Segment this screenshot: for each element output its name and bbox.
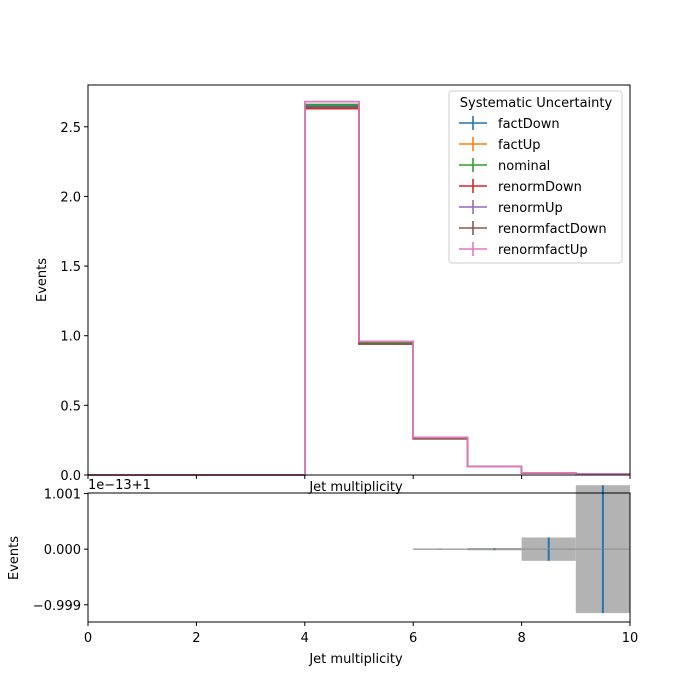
ratio-y-tick-label: 1.001 bbox=[44, 488, 81, 503]
main-y-tick-label: 1.0 bbox=[60, 330, 81, 345]
ratio-x-ticks: 0 2 4 6 8 10 bbox=[84, 622, 638, 646]
ratio-x-tick-label: 2 bbox=[192, 631, 200, 646]
main-y-axis-label: Events bbox=[35, 258, 50, 302]
ratio-bands bbox=[413, 485, 630, 614]
main-y-tick-label: 0.5 bbox=[60, 399, 81, 414]
legend-label-renormUp: renormUp bbox=[498, 201, 563, 216]
legend-label-renormfactDown: renormfactDown bbox=[498, 222, 607, 237]
main-y-tick-label: 1.5 bbox=[60, 260, 81, 275]
legend-label-factUp: factUp bbox=[498, 138, 541, 153]
ratio-x-axis-label: Jet multiplicity bbox=[308, 652, 403, 667]
ratio-axes-frame bbox=[87, 492, 631, 623]
ratio-x-tick-label: 4 bbox=[301, 631, 309, 646]
legend-label-nominal: nominal bbox=[498, 159, 550, 174]
main-y-tick-label: 0.0 bbox=[60, 469, 81, 484]
legend-title: Systematic Uncertainty bbox=[460, 96, 613, 111]
ratio-x-tick-label: 0 bbox=[84, 631, 92, 646]
main-y-tick-label: 2.0 bbox=[60, 190, 81, 205]
legend-box bbox=[448, 90, 623, 264]
main-x-axis-label: Jet multiplicity bbox=[308, 480, 403, 495]
ratio-x-tick-label: 8 bbox=[517, 631, 525, 646]
main-plot: 0.0 0.5 1.0 1.5 2.0 2.5 Events Jet multiplici… bbox=[35, 84, 631, 495]
main-y-tick-label: 2.5 bbox=[60, 121, 81, 136]
ratio-x-tick-label: 6 bbox=[409, 631, 417, 646]
main-axes-frame bbox=[87, 84, 631, 476]
legend: Systematic Uncertainty factDown factUp nom… bbox=[448, 90, 623, 264]
legend-label-renormDown: renormDown bbox=[498, 180, 582, 195]
ratio-y-ticks: 1.001 0.000 −0.999 bbox=[33, 488, 88, 614]
legend-label-renormfactUp: renormfactUp bbox=[498, 243, 588, 258]
legend-label-factDown: factDown bbox=[498, 117, 560, 132]
main-y-ticks: 0.0 0.5 1.0 1.5 2.0 2.5 bbox=[60, 121, 88, 484]
ratio-x-tick-label: 10 bbox=[622, 631, 639, 646]
ratio-y-tick-label: −0.999 bbox=[33, 599, 81, 614]
ratio-offset-label: 1e−13+1 bbox=[88, 478, 151, 493]
ratio-y-tick-label: 0.000 bbox=[44, 543, 81, 558]
legend-entries: factDown factUp nominal renormDown renormUp r… bbox=[459, 116, 607, 258]
ratio-y-axis-label: Events bbox=[7, 536, 22, 580]
main-x-ticks bbox=[87, 475, 631, 479]
